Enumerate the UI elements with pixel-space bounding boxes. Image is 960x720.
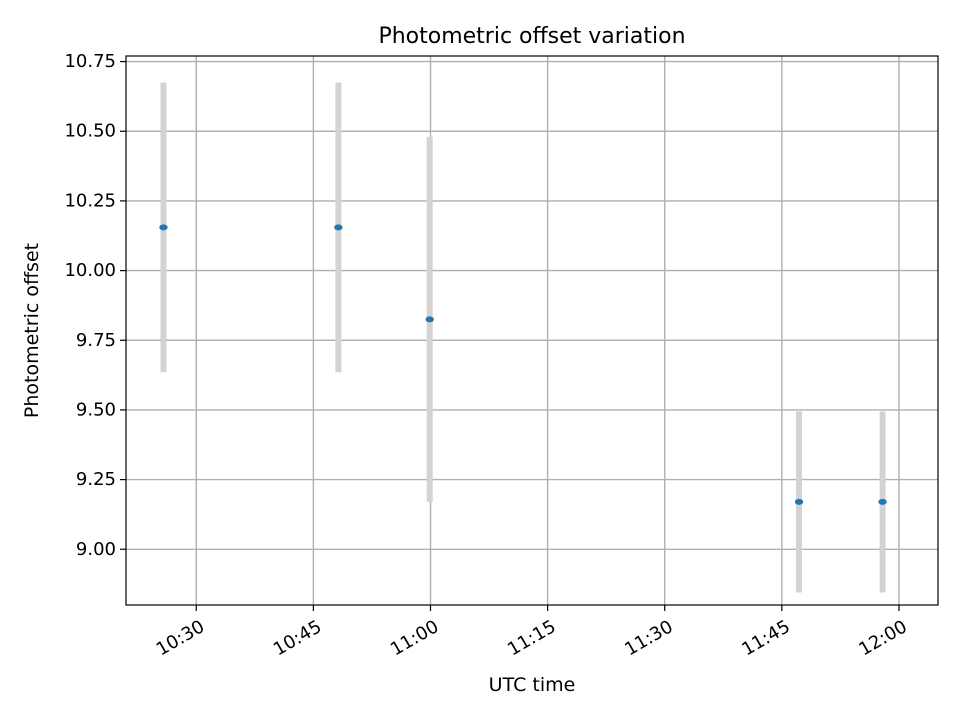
grid — [126, 56, 938, 605]
x-axis-label: UTC time — [489, 674, 576, 696]
y-tick-label: 9.25 — [76, 469, 116, 490]
data-point — [794, 498, 804, 505]
y-tick-label: 9.75 — [76, 330, 116, 351]
data-point — [425, 316, 434, 323]
y-tick-label: 10.75 — [64, 51, 116, 72]
y-tick-label: 10.25 — [64, 190, 116, 211]
y-tick-label: 10.50 — [64, 121, 116, 142]
data-point — [878, 498, 887, 505]
data-points — [159, 224, 887, 505]
y-tick-label: 9.00 — [76, 539, 116, 560]
plot-area-frame — [125, 55, 939, 606]
y-axis-label: Photometric offset — [21, 243, 43, 418]
data-point — [159, 224, 168, 231]
y-tick-label: 9.50 — [76, 399, 116, 420]
chart-title: Photometric offset variation — [378, 24, 685, 49]
data-point — [334, 224, 343, 231]
y-tick-label: 10.00 — [64, 260, 116, 281]
y-axis-ticks: 9.00 9.25 9.50 9.75 10.00 10.25 10.50 10.75 — [64, 51, 126, 560]
